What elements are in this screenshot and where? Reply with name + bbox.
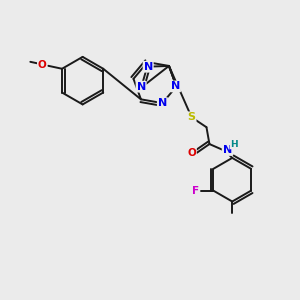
Text: N: N — [158, 98, 167, 108]
Text: N: N — [223, 145, 232, 155]
Text: H: H — [230, 140, 238, 148]
Text: O: O — [38, 60, 46, 70]
Text: F: F — [192, 186, 199, 196]
Text: N: N — [136, 82, 146, 92]
Text: N: N — [171, 81, 180, 92]
Text: S: S — [188, 112, 196, 122]
Text: O: O — [187, 148, 196, 158]
Text: N: N — [143, 62, 153, 72]
